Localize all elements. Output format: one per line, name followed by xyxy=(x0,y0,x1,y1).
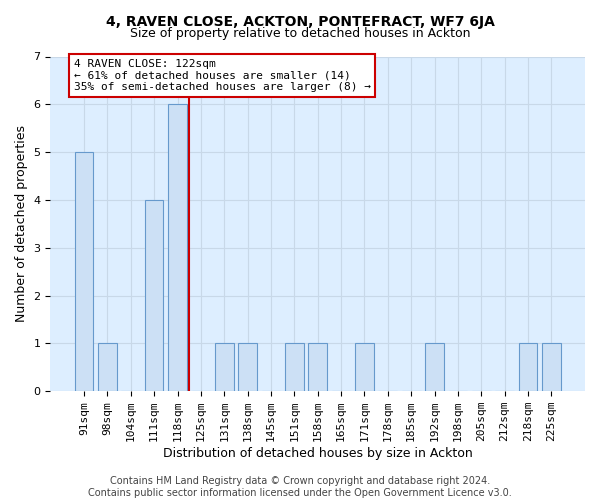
Bar xyxy=(98,344,117,391)
Bar xyxy=(285,344,304,391)
Bar xyxy=(75,152,94,391)
Bar xyxy=(215,344,233,391)
Bar xyxy=(518,344,538,391)
Bar xyxy=(238,344,257,391)
X-axis label: Distribution of detached houses by size in Ackton: Distribution of detached houses by size … xyxy=(163,447,473,460)
Text: Contains HM Land Registry data © Crown copyright and database right 2024.
Contai: Contains HM Land Registry data © Crown c… xyxy=(88,476,512,498)
Bar xyxy=(355,344,374,391)
Y-axis label: Number of detached properties: Number of detached properties xyxy=(15,126,28,322)
Bar xyxy=(542,344,561,391)
Bar xyxy=(308,344,327,391)
Text: 4, RAVEN CLOSE, ACKTON, PONTEFRACT, WF7 6JA: 4, RAVEN CLOSE, ACKTON, PONTEFRACT, WF7 … xyxy=(106,15,494,29)
Bar xyxy=(168,104,187,391)
Text: Size of property relative to detached houses in Ackton: Size of property relative to detached ho… xyxy=(130,28,470,40)
Bar xyxy=(425,344,444,391)
Text: 4 RAVEN CLOSE: 122sqm
← 61% of detached houses are smaller (14)
35% of semi-deta: 4 RAVEN CLOSE: 122sqm ← 61% of detached … xyxy=(74,59,371,92)
Bar xyxy=(145,200,163,391)
